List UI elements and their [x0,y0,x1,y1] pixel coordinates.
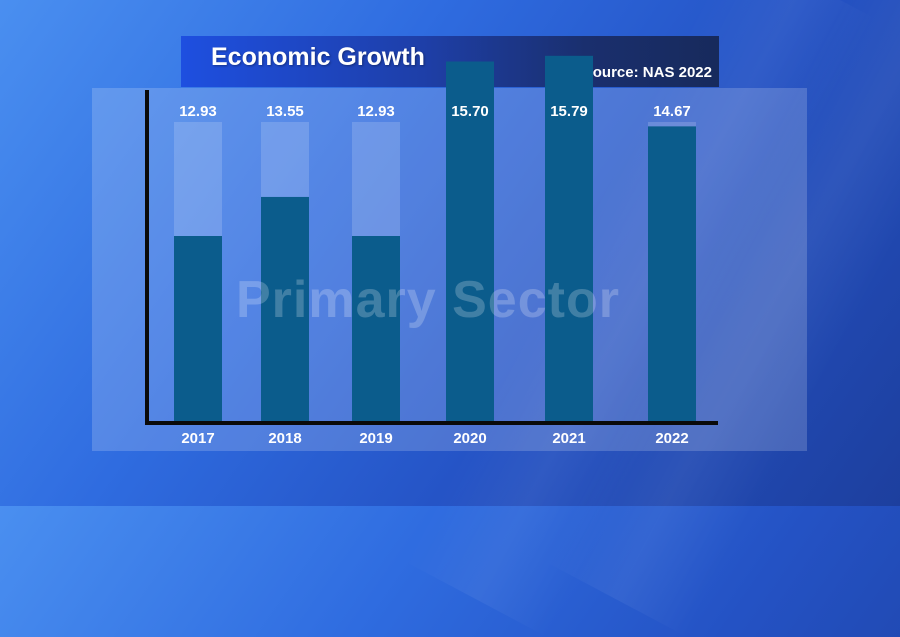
x-axis [145,421,718,425]
y-axis [145,90,149,425]
category-label-2020: 2020 [453,430,486,447]
value-label-2019: 12.93 [357,103,395,120]
category-label-2019: 2019 [359,430,392,447]
bar-2022 [648,126,696,421]
bar-2021 [545,55,593,421]
value-label-2020: 15.70 [451,103,489,120]
category-label-2022: 2022 [655,430,688,447]
source-label: Source: NAS 2022 [582,64,712,81]
bar-2017 [174,236,222,421]
bar-2020 [446,61,494,422]
value-label-2018: 13.55 [266,103,304,120]
category-label-2017: 2017 [181,430,214,447]
chart-title: Economic Growth [211,43,425,71]
category-label-2018: 2018 [268,430,301,447]
value-label-2021: 15.79 [550,103,588,120]
watermark-text: Primary Sector [236,271,620,329]
category-label-2021: 2021 [552,430,585,447]
bar-2019 [352,236,400,421]
value-label-2022: 14.67 [653,103,691,120]
bar-chart: 12.93 2017 13.55 2018 12.93 2019 15.70 2020 15.7… [174,55,696,447]
bar-2018 [261,196,309,421]
value-label-2017: 12.93 [179,103,217,120]
